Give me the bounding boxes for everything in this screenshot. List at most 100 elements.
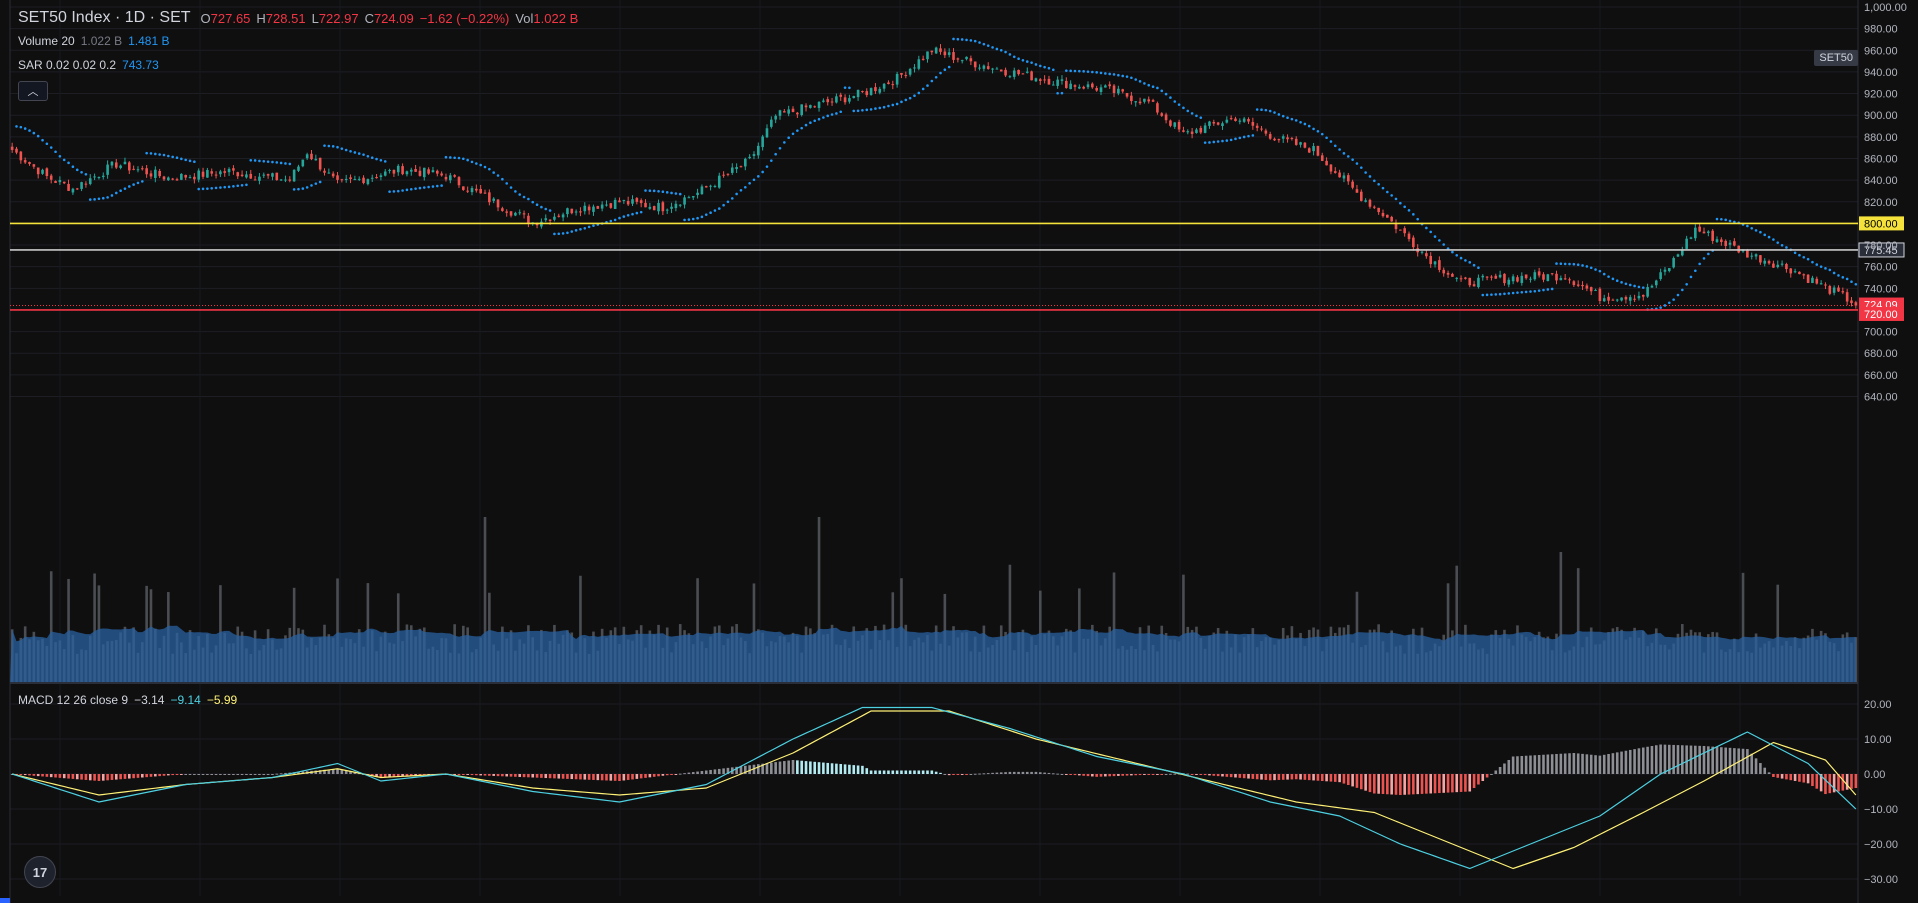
- candle: [167, 176, 170, 181]
- sar-dot: [1368, 175, 1372, 178]
- volume-legend[interactable]: Volume 20 1.022 B 1.481 B: [18, 34, 169, 48]
- candle: [1720, 237, 1723, 246]
- macd-histogram-bar: [969, 774, 973, 775]
- sar-dot: [1260, 108, 1263, 111]
- macd-histogram-bar: [1242, 774, 1246, 779]
- candle: [1425, 250, 1428, 259]
- macd-histogram-bar: [1247, 774, 1250, 779]
- macd-histogram-bar: [1576, 753, 1580, 774]
- price-lines: [10, 222, 1858, 311]
- price-axis: 800.00775.45724.09720.001,000.00980.0096…: [1858, 2, 1907, 886]
- macd-histogram-bar: [1312, 774, 1315, 781]
- macd-histogram-bar: [93, 774, 96, 781]
- macd-histogram-bar: [110, 774, 114, 780]
- macd-histogram-bar: [704, 770, 708, 774]
- sar-dot: [1147, 83, 1151, 87]
- sar-dot: [488, 167, 491, 171]
- macd-histogram-bar: [618, 774, 621, 781]
- symbol-title[interactable]: SET50 Index · 1D · SET: [18, 9, 191, 26]
- macd-histogram-bar: [700, 771, 704, 774]
- macd-histogram-bar: [644, 774, 647, 778]
- macd-histogram-bar: [809, 761, 812, 774]
- candle: [414, 164, 417, 172]
- macd-histogram-bar: [383, 774, 387, 778]
- macd-histogram-bar: [1806, 774, 1810, 784]
- macd-histogram-bar: [913, 770, 916, 774]
- l-label: L: [311, 10, 319, 26]
- candle: [154, 166, 157, 183]
- candle: [1294, 136, 1298, 146]
- candle: [1667, 268, 1671, 273]
- collapse-legend-button[interactable]: ︿: [18, 81, 48, 101]
- sar-dot: [49, 146, 53, 149]
- candle: [1182, 126, 1185, 133]
- candle: [1698, 222, 1701, 233]
- sar-dot: [809, 121, 812, 124]
- macd-histogram-bar: [1845, 774, 1849, 790]
- candle: [986, 62, 990, 70]
- sar-dot: [527, 197, 530, 201]
- candle: [431, 166, 435, 173]
- sar-dot: [735, 192, 738, 196]
- candle: [188, 174, 192, 179]
- candle: [240, 170, 244, 178]
- macd-histogram-bar: [1715, 746, 1719, 774]
- sar-dot: [574, 229, 578, 232]
- candle: [435, 169, 439, 177]
- sar-dot: [730, 197, 734, 200]
- candle: [496, 199, 500, 212]
- sar-legend[interactable]: SAR 0.02 0.02 0.2 743.73: [18, 58, 159, 72]
- candle: [67, 179, 70, 191]
- macd-histogram-bar: [1208, 774, 1211, 776]
- sar-dot: [978, 41, 981, 44]
- sar-dot: [1546, 288, 1550, 291]
- price-tick-label: 940.00: [1864, 67, 1898, 79]
- macd-histogram-bar: [674, 774, 678, 775]
- candle: [370, 174, 374, 182]
- macd-histogram-bar: [557, 774, 561, 779]
- macd-histogram-bar: [236, 774, 240, 775]
- sar-dot: [652, 189, 656, 193]
- macd-histogram-bar: [1390, 774, 1393, 795]
- macd-histogram-bar: [709, 769, 712, 774]
- macd-histogram-bar: [145, 774, 148, 778]
- macd-histogram-bar: [1203, 774, 1207, 776]
- macd-histogram-bar: [1559, 753, 1563, 774]
- sar-dot: [1581, 264, 1584, 267]
- volume-bar: [1559, 552, 1563, 682]
- candle: [1091, 82, 1094, 89]
- macd-histogram-bar: [687, 772, 691, 774]
- sar-dot: [1793, 251, 1797, 255]
- macd-histogram-bar: [1516, 756, 1519, 774]
- candle: [1177, 119, 1181, 133]
- candle: [1038, 78, 1042, 85]
- candle: [700, 184, 704, 195]
- tradingview-logo-icon[interactable]: 17: [24, 856, 56, 888]
- volume-label: Volume 20: [18, 34, 75, 48]
- sar-dot: [167, 154, 170, 158]
- candle: [739, 165, 743, 168]
- sar-dot: [323, 144, 326, 147]
- macd-legend[interactable]: MACD 12 26 close 9 −3.14 −9.14 −5.99: [18, 693, 237, 707]
- candle: [84, 181, 88, 188]
- candle: [1277, 138, 1281, 143]
- sar-dot: [613, 218, 617, 222]
- candle: [1624, 295, 1628, 304]
- sar-dot: [895, 102, 899, 106]
- sar-dot: [1750, 227, 1754, 230]
- candle: [1832, 285, 1836, 296]
- macd-histogram-bar: [531, 774, 535, 778]
- sar-dot: [1286, 116, 1289, 120]
- candle: [1611, 298, 1615, 301]
- candle: [1229, 115, 1233, 121]
- sar-dot: [15, 125, 18, 128]
- sar-dot: [110, 194, 114, 197]
- candle: [366, 178, 370, 186]
- candle: [878, 86, 882, 95]
- macd-histogram-bar: [1728, 747, 1732, 774]
- price-tick-label: 880.00: [1864, 132, 1898, 144]
- macd-histogram-bar: [23, 774, 27, 776]
- price-line-label: 800.00: [1859, 216, 1904, 231]
